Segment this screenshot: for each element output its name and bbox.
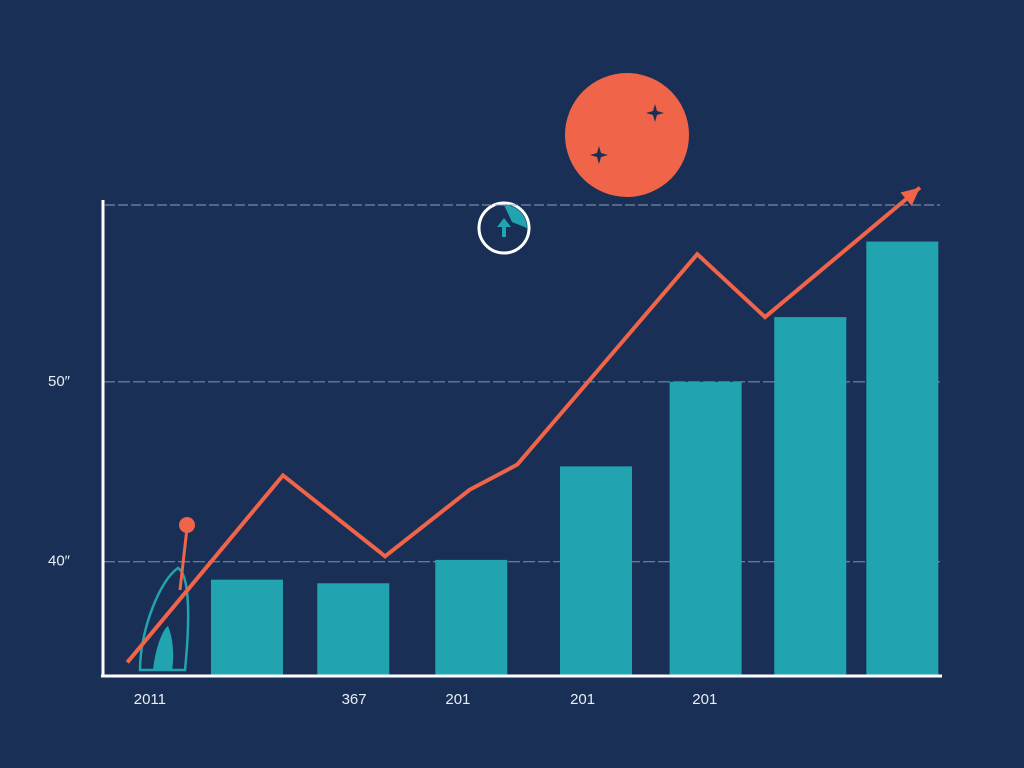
y-tick-label: 40″ (48, 553, 71, 570)
figure-dot (179, 517, 195, 533)
bar (317, 583, 390, 675)
x-tick-label: 201 (570, 691, 595, 708)
bar (866, 241, 939, 676)
figure-stick (178, 527, 189, 591)
arrow-head (900, 187, 920, 206)
x-tick-label: 201 (692, 691, 717, 708)
bar (435, 559, 508, 675)
bar (210, 579, 283, 675)
y-tick-label: 50″ (48, 373, 71, 390)
sun (565, 73, 689, 197)
line (125, 186, 922, 664)
x-tick-label: 2011 (134, 691, 166, 708)
bar (774, 317, 847, 675)
icon-arrow (497, 218, 511, 237)
figure (138, 566, 190, 672)
decorations (105, 73, 940, 672)
sparkle (590, 146, 608, 164)
bar (559, 466, 632, 675)
icon-ring (477, 201, 531, 255)
plot: 40″ 50″ 2011 367 201 201 201 (48, 186, 940, 708)
sparkle (646, 104, 664, 122)
figure-fill (153, 626, 174, 670)
bar (669, 381, 742, 675)
icon-arc (504, 205, 527, 228)
x-tick-label: 201 (445, 691, 470, 708)
x-tick-label: 367 (342, 691, 367, 708)
